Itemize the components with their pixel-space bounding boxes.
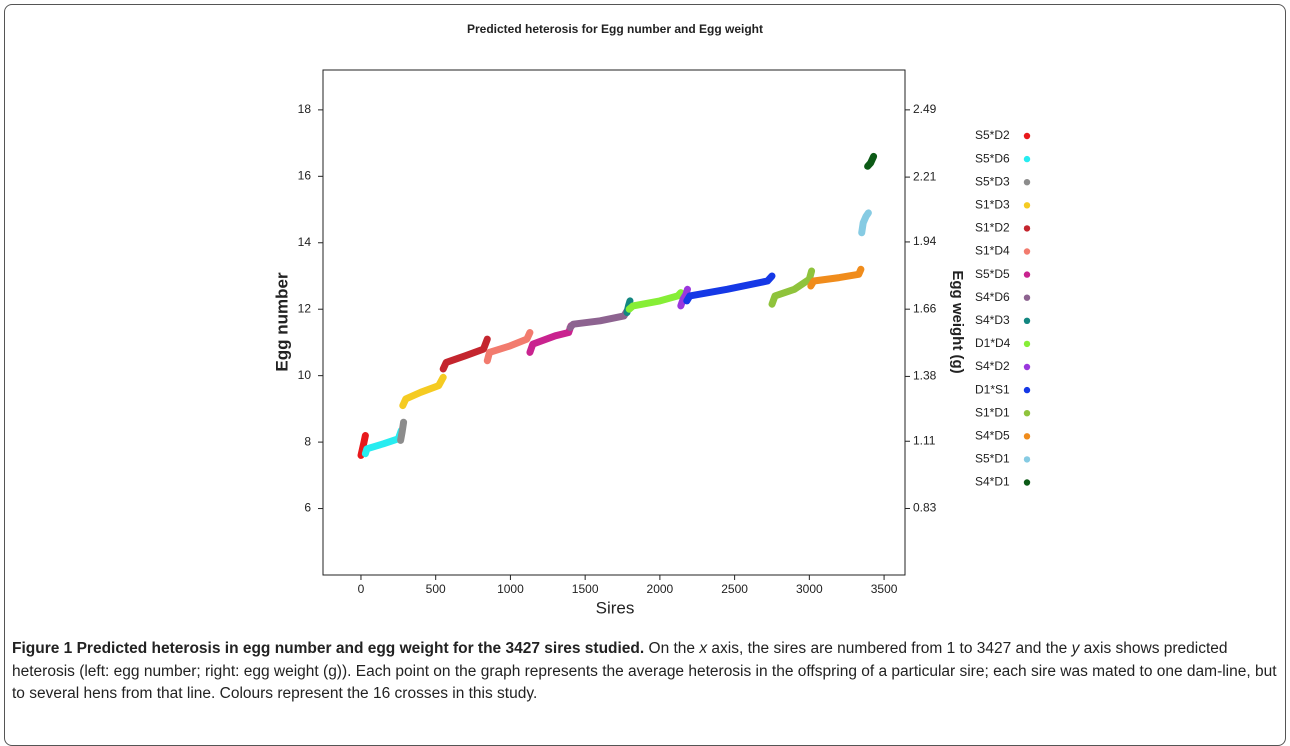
- caption: Figure 1 Predicted heterosis in egg numb…: [12, 638, 1280, 706]
- legend-label: S5*D2: [975, 128, 1010, 142]
- legend-marker: [1023, 132, 1031, 140]
- legend-label: S4*D2: [975, 359, 1010, 373]
- legend-marker: [1023, 433, 1031, 440]
- x-tick-label: 3500: [871, 582, 898, 596]
- legend-label: S5*D3: [975, 174, 1010, 188]
- y2-tick-label: 1.94: [913, 234, 937, 248]
- y2-tick-label: 1.66: [913, 301, 937, 315]
- caption-text: On the: [644, 640, 700, 657]
- series-line: [399, 373, 447, 410]
- y-tick-label: 12: [298, 301, 312, 315]
- legend-marker: [1023, 179, 1031, 186]
- y2-tick-label: 2.21: [913, 169, 937, 183]
- legend-label: S5*D5: [975, 267, 1010, 281]
- legend-marker: [1023, 386, 1031, 394]
- series-line: [439, 335, 491, 373]
- page: Predicted heterosis for Egg number and E…: [4, 4, 1286, 746]
- x-tick-label: 500: [426, 582, 446, 596]
- series-line: [768, 267, 816, 308]
- legend-marker: [1023, 317, 1031, 324]
- caption-title: Figure 1 Predicted heterosis in egg numb…: [12, 640, 645, 657]
- x-tick-label: 1500: [572, 582, 599, 596]
- legend-marker: [1023, 294, 1031, 301]
- y-tick-label: 6: [304, 501, 311, 515]
- y-tick-label: 10: [298, 368, 312, 382]
- caption-text: axis, the sires are numbered from 1 to 3…: [707, 640, 1072, 657]
- legend-marker: [1023, 340, 1031, 348]
- caption-text: x: [699, 640, 708, 657]
- series-line: [807, 265, 865, 290]
- series-line: [858, 209, 872, 237]
- x-axis-title: Sires: [596, 598, 635, 617]
- series-line: [677, 285, 691, 310]
- legend-marker: [1023, 248, 1031, 255]
- chart-title: Predicted heterosis for Egg number and E…: [467, 22, 763, 36]
- legend-label: S4*D6: [975, 290, 1010, 304]
- y2-tick-label: 2.49: [913, 102, 937, 116]
- y-tick-label: 8: [304, 434, 311, 448]
- legend-marker: [1023, 202, 1031, 209]
- y2-tick-label: 0.83: [913, 501, 937, 515]
- y2-tick-label: 1.11: [913, 433, 936, 447]
- plot-frame: [322, 69, 906, 576]
- x-tick-label: 2500: [721, 582, 748, 596]
- legend-label: S1*D1: [975, 405, 1010, 419]
- series-line: [566, 307, 631, 331]
- legend-label: S5*D1: [975, 452, 1010, 466]
- chart: Predicted heterosis for Egg number and E…: [272, 22, 1031, 617]
- legend-label: S1*D3: [975, 197, 1010, 211]
- caption-text: y: [1071, 640, 1080, 657]
- legend-label: S5*D6: [975, 151, 1010, 165]
- series-line: [683, 272, 776, 305]
- legend-label: S4*D3: [975, 313, 1010, 327]
- legend-label: S1*D4: [975, 244, 1010, 258]
- x-tick-label: 1000: [497, 582, 524, 596]
- y-tick-label: 16: [298, 168, 312, 182]
- legend-label: D1*S1: [975, 382, 1010, 396]
- series-line: [864, 152, 878, 170]
- caption-text: axis shows predicted heterosis (left: eg…: [12, 640, 1277, 702]
- legend-marker: [1023, 155, 1031, 163]
- x-tick-label: 3000: [796, 582, 823, 596]
- y2-axis-title: Egg weight (g): [949, 270, 966, 373]
- legend-marker: [1023, 456, 1031, 463]
- series-line: [483, 329, 534, 365]
- legend-label: S4*D5: [975, 428, 1010, 442]
- series-line: [357, 432, 369, 459]
- y-tick-label: 14: [298, 235, 312, 249]
- x-tick-label: 2000: [647, 582, 674, 596]
- series-line: [361, 427, 405, 458]
- x-tick-label: 0: [358, 582, 365, 596]
- series-line: [625, 289, 685, 313]
- legend-marker: [1023, 479, 1031, 486]
- legend-marker: [1023, 271, 1031, 278]
- series-line: [526, 322, 575, 356]
- legend-label: S1*D2: [975, 221, 1010, 235]
- y2-tick-label: 1.38: [913, 369, 937, 383]
- series-line: [397, 418, 408, 444]
- legend-label: D1*D4: [975, 336, 1011, 350]
- legend-marker: [1023, 410, 1031, 417]
- y-axis-title: Egg number: [272, 272, 291, 372]
- y-tick-label: 18: [298, 102, 312, 116]
- legend-marker: [1023, 225, 1031, 232]
- legend-marker: [1023, 363, 1031, 371]
- legend-label: S4*D1: [975, 475, 1010, 489]
